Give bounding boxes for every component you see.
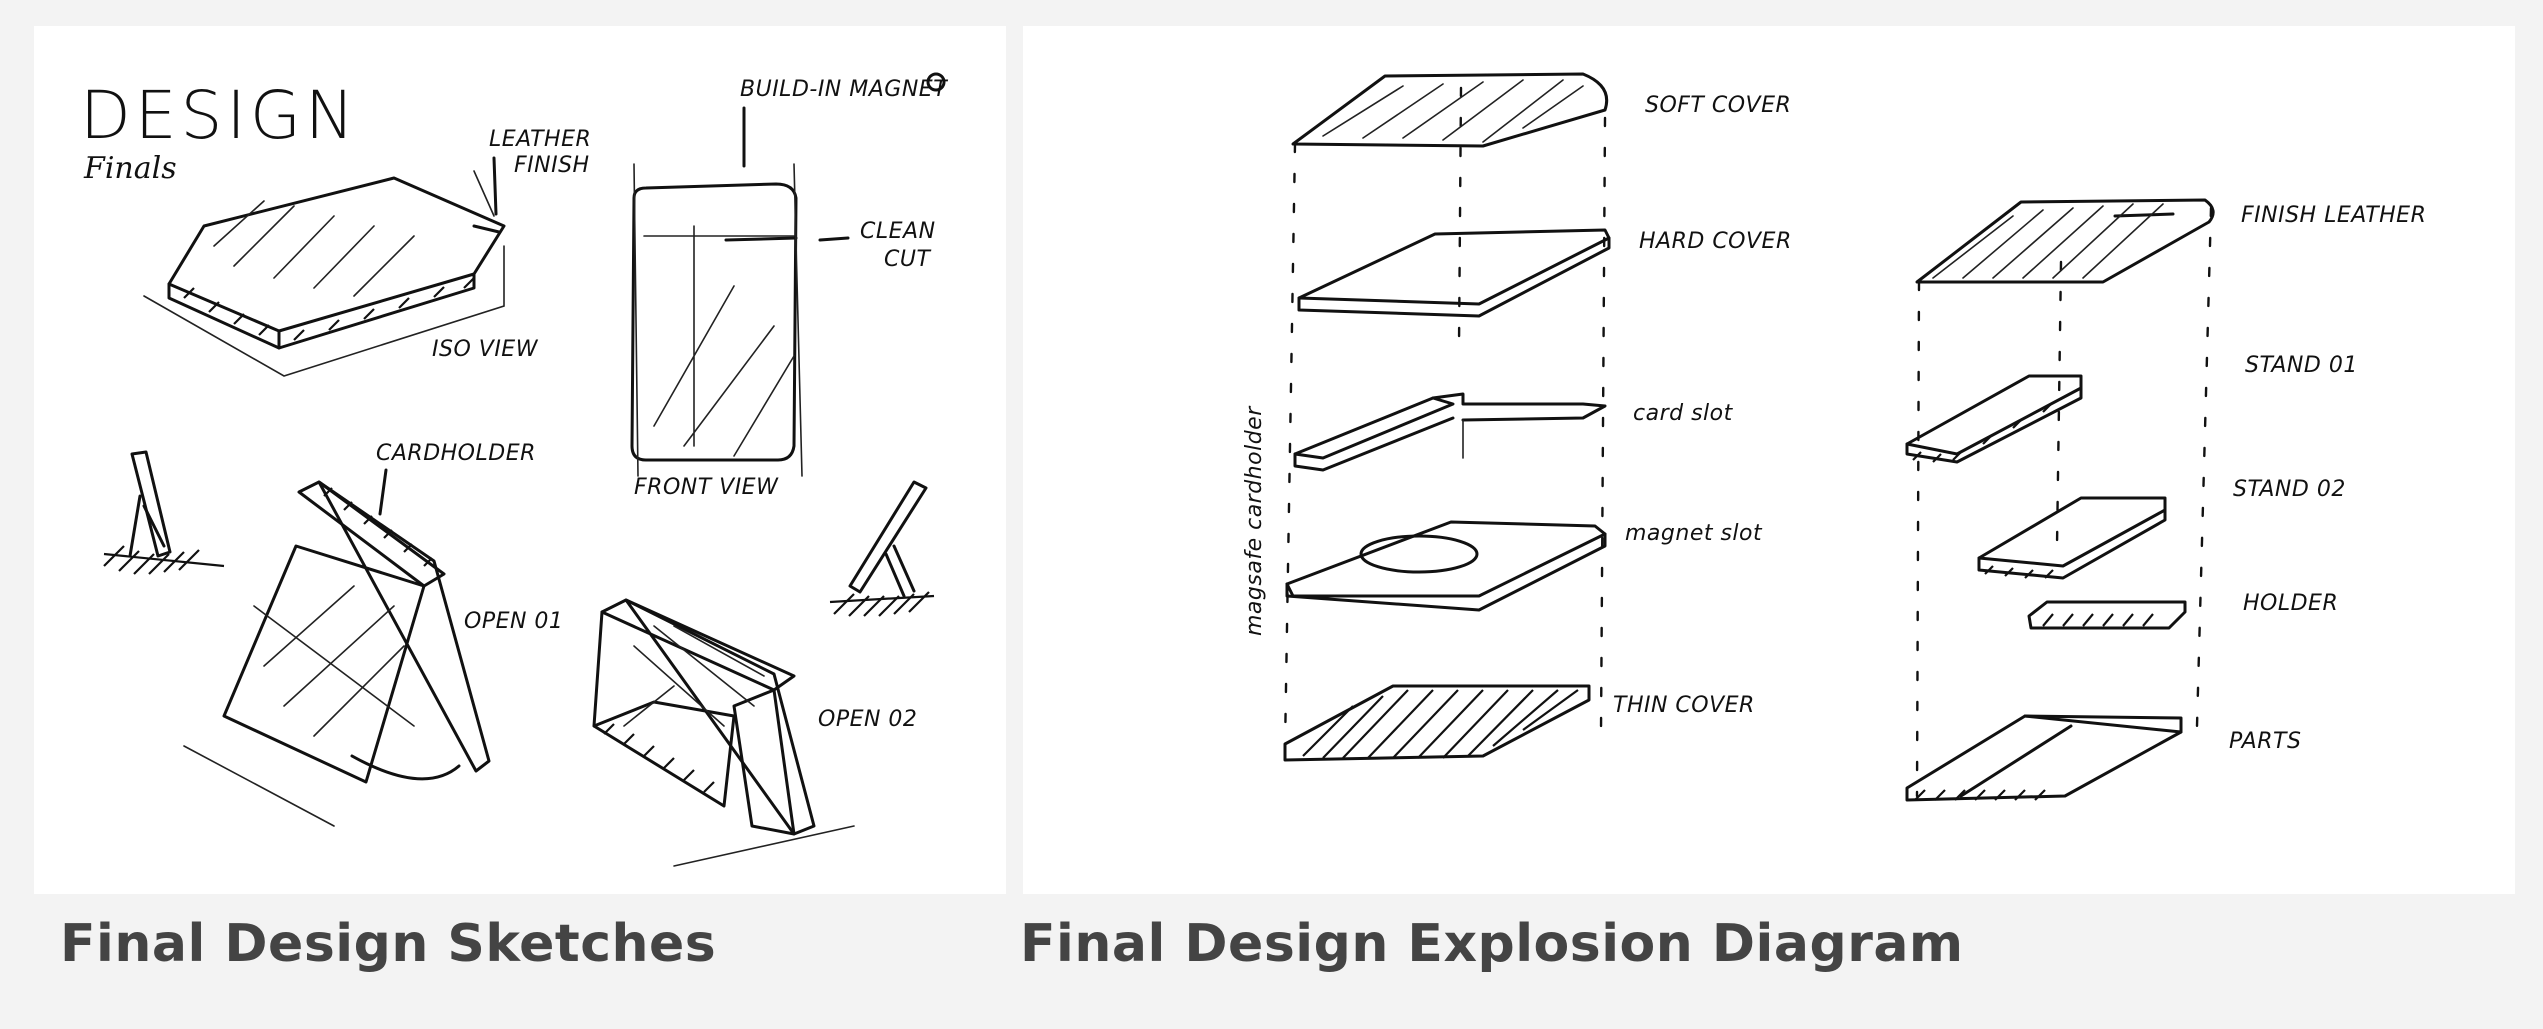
build-in-magnet-label: BUILD-IN MAGNET — [740, 77, 948, 102]
sketches-caption: Final Design Sketches — [60, 914, 717, 974]
finish-leather-label: FINISH LEATHER — [2241, 203, 2426, 228]
thin-cover-layer — [1283, 684, 1591, 762]
card-slot-layer — [1293, 392, 1607, 472]
holder-label: HOLDER — [2243, 591, 2338, 616]
clean-cut-label-2: CUT — [884, 247, 931, 272]
clean-cut-label-1: CLEAN — [860, 219, 936, 244]
explosion-diagram-drawing: magsafe cardholder SOFT COVER HARD COVER… — [1242, 72, 2426, 802]
clean-cut-arrow — [818, 236, 850, 242]
sketches-panel: DESIGN Finals LEATHER FINISH ISO VIEW — [34, 26, 1006, 894]
parts-label: PARTS — [2229, 729, 2301, 754]
open-01-label: OPEN 01 — [464, 609, 563, 634]
card-slot-label: card slot — [1633, 401, 1734, 426]
parts-layer — [1905, 714, 2183, 802]
leather-arrow — [492, 156, 498, 216]
magnet-icon — [926, 72, 946, 92]
explosion-diagram-panel: magsafe cardholder SOFT COVER HARD COVER… — [1023, 26, 2515, 894]
sketches-drawing: DESIGN Finals LEATHER FINISH ISO VIEW — [80, 72, 948, 867]
leather-finish-label-1: LEATHER — [489, 127, 591, 152]
front-view-sketch — [630, 163, 803, 477]
explosion-diagram-caption: Final Design Explosion Diagram — [1020, 914, 1964, 974]
soft-cover-layer — [1291, 72, 1609, 148]
thin-cover-label: THIN COVER — [1613, 693, 1755, 718]
stand-01-label: STAND 01 — [2245, 353, 2358, 378]
finals-subtitle: Finals — [83, 151, 177, 186]
cardholder-label: CARDHOLDER — [376, 441, 536, 466]
iso-view-sketch — [143, 170, 506, 377]
stand-02-label: STAND 02 — [2233, 477, 2346, 502]
holder-layer — [2027, 600, 2187, 630]
leather-finish-label-2: FINISH — [514, 153, 590, 178]
open-02-sketch — [592, 598, 855, 867]
hard-cover-layer — [1297, 228, 1611, 318]
stand-01-layer — [1905, 374, 2083, 464]
soft-cover-label: SOFT COVER — [1645, 93, 1791, 118]
design-title: DESIGN — [80, 77, 358, 154]
stand-02-layer — [1977, 496, 2167, 580]
open-01-sketch — [183, 480, 491, 827]
magnet-slot-label: magnet slot — [1625, 521, 1763, 546]
magsafe-cardholder-label: magsafe cardholder — [1242, 405, 1267, 636]
iso-view-label: ISO VIEW — [432, 337, 539, 362]
magnet-slot-layer — [1285, 520, 1607, 612]
cardholder-arrow — [378, 468, 388, 516]
right-stack-guides — [1915, 206, 2213, 798]
finish-leather-layer — [1915, 198, 2215, 284]
side-stand-sketch-right — [829, 480, 935, 617]
front-view-label: FRONT VIEW — [634, 475, 779, 500]
side-stand-sketch-left — [103, 450, 225, 575]
open-02-label: OPEN 02 — [818, 707, 917, 732]
hard-cover-label: HARD COVER — [1639, 229, 1792, 254]
